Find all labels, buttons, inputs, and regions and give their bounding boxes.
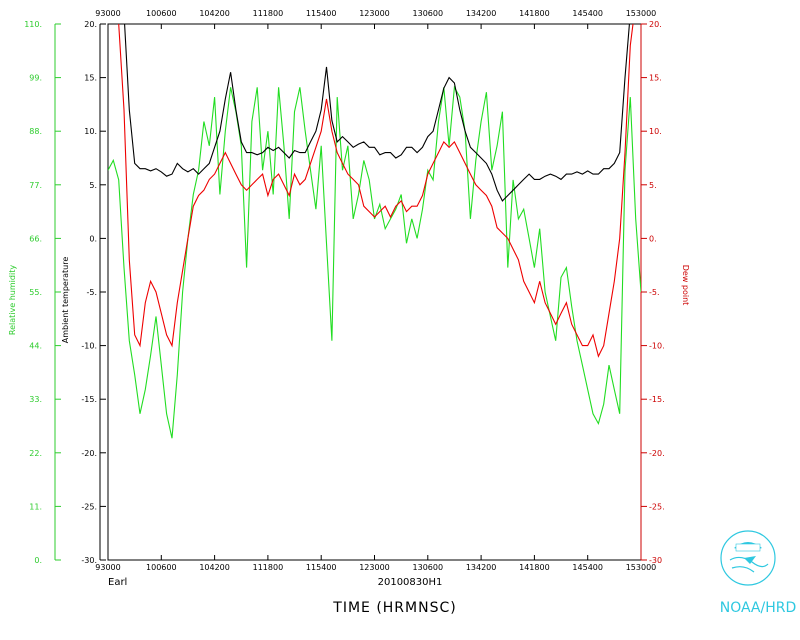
temp-tick-label: 20. — [84, 20, 97, 29]
x-tick-label-bottom: 115400 — [306, 563, 337, 572]
temp-tick-label: 5. — [89, 181, 97, 190]
rh-axis-ticks: 0. 11. 22. 33. 44. 55. 66. 77. 88. 99. 110. — [24, 20, 61, 565]
x-tick-label-top: 141800 — [519, 9, 550, 18]
x-tick-label-bottom: 100600 — [146, 563, 177, 572]
dewpoint-tick-label: 15. — [649, 74, 662, 83]
rh-tick-label: 110. — [24, 20, 42, 29]
x-tick-label-bottom: 145400 — [572, 563, 603, 572]
noaa-logo — [720, 530, 776, 586]
temp-tick-label: 15. — [84, 74, 97, 83]
rh-tick-label: 77. — [29, 181, 42, 190]
rh-tick-label: 66. — [29, 234, 42, 243]
dewpoint-axis-ticks: -30 -25. -20. -15. -10. -5. 0. 5. 10. 15. 20. — [641, 20, 665, 565]
dewpoint-tick-label: -20. — [649, 449, 665, 458]
dew-point-series-line — [118, 24, 634, 358]
rh-axis-title: Relative humidity — [8, 265, 17, 335]
relative-humidity-series-line — [108, 85, 641, 439]
x-tick-label-top: 111800 — [253, 9, 284, 18]
dewpoint-tick-label: 5. — [649, 181, 657, 190]
x-tick-label-top: 130600 — [413, 9, 444, 18]
x-tick-label-bottom: 123000 — [359, 563, 390, 572]
x-tick-label-bottom: 111800 — [253, 563, 284, 572]
x-tick-label-bottom: 134200 — [466, 563, 497, 572]
x-tick-label-bottom: 93000 — [95, 563, 120, 572]
flight-id-label: 20100830H1 — [378, 577, 443, 588]
temp-tick-label: -30. — [81, 556, 97, 565]
x-tick-label-bottom: 104200 — [199, 563, 230, 572]
series-layer — [108, 24, 641, 439]
x-tick-label-top: 123000 — [359, 9, 390, 18]
x-tick-label-top: 104200 — [199, 9, 230, 18]
temp-axis-ticks: -30. -25. -20. -15. -10. -5. 0. 5. 10. 15. 20. — [81, 20, 106, 565]
x-axis-top-ticks: 93000 100600 104200 111800 115400 123000 13060… — [95, 9, 656, 29]
rh-tick-label: 11. — [29, 502, 42, 511]
temp-axis-title: Ambient temperature — [61, 257, 70, 344]
x-tick-label-top: 145400 — [572, 9, 603, 18]
dewpoint-tick-label: 20. — [649, 20, 662, 29]
temp-tick-label: -5. — [86, 288, 97, 297]
x-tick-label-top: 93000 — [95, 9, 120, 18]
dewpoint-tick-label: -10. — [649, 342, 665, 351]
dewpoint-tick-label: -5. — [649, 288, 660, 297]
rh-tick-label: 33. — [29, 395, 42, 404]
rh-tick-label: 0. — [34, 556, 42, 565]
x-tick-label-bottom: 130600 — [413, 563, 444, 572]
x-tick-label-top: 100600 — [146, 9, 177, 18]
temp-tick-label: 0. — [89, 234, 97, 243]
dewpoint-tick-label: -25. — [649, 502, 665, 511]
x-axis-title: TIME (HRMNSC) — [332, 600, 456, 616]
temp-tick-label: -10. — [81, 342, 97, 351]
x-tick-label-bottom: 141800 — [519, 563, 550, 572]
storm-name-label: Earl — [108, 577, 127, 588]
dewpoint-tick-label: -30 — [649, 556, 662, 565]
agency-label: NOAA/HRD — [720, 600, 797, 616]
x-tick-label-top: 153000 — [626, 9, 657, 18]
dewpoint-tick-label: 10. — [649, 127, 662, 136]
temp-tick-label: 10. — [84, 127, 97, 136]
temp-tick-label: -25. — [81, 502, 97, 511]
x-tick-label-top: 134200 — [466, 9, 497, 18]
ambient-temperature-series-line — [124, 24, 630, 202]
rh-tick-label: 22. — [29, 449, 42, 458]
dewpoint-tick-label: -15. — [649, 395, 665, 404]
rh-tick-label: 88. — [29, 127, 42, 136]
rh-tick-label: 44. — [29, 342, 42, 351]
x-axis-bottom-ticks: 93000 100600 104200 111800 115400 123000 13060… — [95, 555, 656, 572]
rh-tick-label: 55. — [29, 288, 42, 297]
plot-frame — [107, 23, 642, 561]
temp-tick-label: -20. — [81, 449, 97, 458]
x-tick-label-top: 115400 — [306, 9, 337, 18]
x-tick-label-bottom: 153000 — [626, 563, 657, 572]
rh-tick-label: 99. — [29, 74, 42, 83]
dewpoint-axis-title: Dew point — [681, 265, 690, 306]
temp-tick-label: -15. — [81, 395, 97, 404]
dewpoint-tick-label: 0. — [649, 234, 657, 243]
